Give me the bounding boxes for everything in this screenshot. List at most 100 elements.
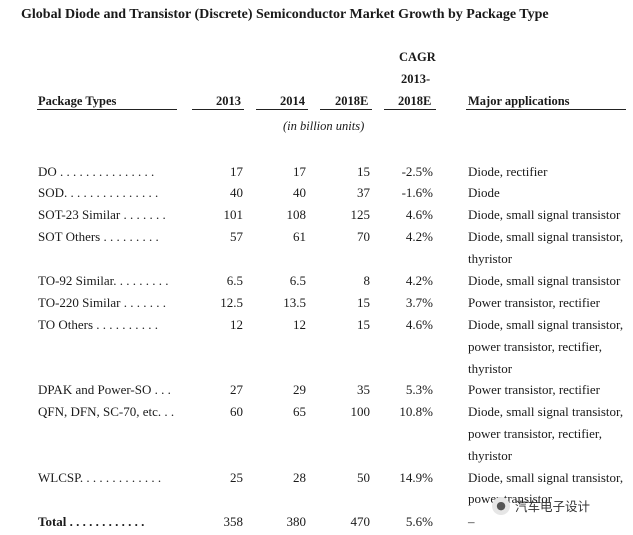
col-header-2018e: 2018E [335,94,369,108]
header-rule-2013 [192,109,244,110]
cell-2014: 13.5 [283,295,306,310]
cell-2018e: 15 [357,317,370,332]
row-label: QFN, DFN, SC-70, etc. . . [38,404,175,419]
cell-applications: Diode, small signal transistor, [468,404,624,419]
cell-applications: Power transistor, rectifier [468,295,600,310]
cell-cagr: 4.6% [405,317,433,332]
cell-cagr: 5.3% [405,382,433,397]
cell-2013: 101 [223,207,244,222]
cell-applications: Power transistor, rectifier [468,382,600,397]
cell-applications-cont: thyristor [468,448,513,463]
cell-2014: 6.5 [289,273,306,288]
col-header-2014: 2014 [280,94,305,108]
units-note: (in billion units) [283,119,365,133]
cell-applications: Diode, small signal transistor [468,273,621,288]
cell-applications: Diode [468,185,500,200]
cell-2013: 57 [230,229,243,244]
cell-2018e: 100 [350,404,371,419]
col-header-package-types: Package Types [38,94,117,108]
cell-2014: 12 [293,317,306,332]
table-row: WLCSP. . . . . . . . . . . . . 25 28 50 … [0,469,633,491]
row-label: Total . . . . . . . . . . . . [38,514,145,529]
cell-applications: Diode, small signal transistor, [468,317,624,332]
table-row: SOD. . . . . . . . . . . . . . . 40 40 3… [0,184,633,206]
col-header-major-applications: Major applications [468,94,570,108]
cell-2013: 25 [230,470,243,485]
cell-applications: Diode, small signal transistor [468,207,621,222]
cagr-header-line1: CAGR [399,50,436,64]
row-label: TO-220 Similar . . . . . . . [38,295,166,310]
header-rule-package [37,109,177,110]
table-row: TO Others . . . . . . . . . . 12 12 15 4… [0,316,633,338]
cell-2018e: 8 [363,273,371,288]
table-row: TO-92 Similar. . . . . . . . . 6.5 6.5 8… [0,272,633,294]
cell-2014: 380 [286,514,307,529]
cell-2018e: 15 [357,295,370,310]
row-label: TO-92 Similar. . . . . . . . . [38,273,169,288]
cell-2013: 60 [230,404,243,419]
table-row: TO-220 Similar . . . . . . . 12.5 13.5 1… [0,294,633,316]
wechat-icon: ● [492,496,510,515]
cell-2014: 61 [293,229,306,244]
cell-cagr: 14.9% [399,470,433,485]
cell-2013: 27 [230,382,243,397]
cell-applications: Diode, rectifier [468,164,548,179]
cell-cagr: 4.2% [405,229,433,244]
table-row: SOT Others . . . . . . . . . 57 61 70 4.… [0,228,633,250]
cell-applications-cont: thyristor [468,361,513,376]
table-row: DPAK and Power-SO . . . 27 29 35 5.3% Po… [0,381,633,403]
table-title: Global Diode and Transistor (Discrete) S… [21,7,549,22]
cell-applications: – [468,514,475,529]
row-label: TO Others . . . . . . . . . . [38,317,159,332]
cell-2018e: 470 [350,514,371,529]
cell-2018e: 37 [357,185,370,200]
row-label: SOD. . . . . . . . . . . . . . . [38,185,159,200]
table-row-total: Total . . . . . . . . . . . . 358 380 47… [0,513,633,535]
row-label: DPAK and Power-SO . . . [38,382,171,397]
cell-2018e: 15 [357,164,370,179]
table-row: SOT-23 Similar . . . . . . . 101 108 125… [0,206,633,228]
cell-2014: 40 [293,185,306,200]
cell-2014: 108 [286,207,307,222]
cagr-header-line3: 2018E [398,94,432,108]
header-rule-2018e [320,109,372,110]
cell-cagr: 4.2% [405,273,433,288]
cell-cagr: -2.5% [401,164,433,179]
watermark: ● 汽车电子设计 [492,496,590,515]
row-label: WLCSP. . . . . . . . . . . . . [38,470,162,485]
cell-2014: 28 [293,470,306,485]
cell-cagr: 4.6% [405,207,433,222]
col-header-2013: 2013 [216,94,241,108]
header-rule-2014 [256,109,308,110]
watermark-text: 汽车电子设计 [515,499,591,514]
cell-2013: 40 [230,185,243,200]
cell-applications-cont: thyristor [468,251,513,266]
cell-2014: 65 [293,404,306,419]
cagr-header-line2: 2013- [401,72,431,86]
header-rule-cagr [384,109,436,110]
cell-2013: 358 [223,514,244,529]
cell-2013: 12 [230,317,243,332]
cell-applications-cont: power transistor, rectifier, [468,426,602,441]
cell-cagr: 3.7% [405,295,433,310]
cell-2014: 17 [293,164,306,179]
row-label: DO . . . . . . . . . . . . . . . [38,164,155,179]
cell-cagr: 10.8% [399,404,433,419]
cell-cagr: 5.6% [405,514,433,529]
table-row: DO . . . . . . . . . . . . . . . 17 17 1… [0,163,633,185]
cell-2018e: 50 [357,470,370,485]
cell-2018e: 35 [357,382,370,397]
row-label: SOT-23 Similar . . . . . . . [38,207,166,222]
cell-2014: 29 [293,382,306,397]
cell-2013: 12.5 [220,295,243,310]
cell-applications-cont: power transistor [468,491,553,506]
cell-applications: Diode, small signal transistor, [468,470,624,485]
header-rule-applications [466,109,626,110]
cell-2018e: 70 [357,229,370,244]
cell-applications: Diode, small signal transistor, [468,229,624,244]
row-label: SOT Others . . . . . . . . . [38,229,159,244]
cell-applications-cont: power transistor, rectifier, [468,339,602,354]
cell-2013: 6.5 [226,273,243,288]
cell-cagr: -1.6% [401,185,433,200]
cell-2013: 17 [230,164,243,179]
